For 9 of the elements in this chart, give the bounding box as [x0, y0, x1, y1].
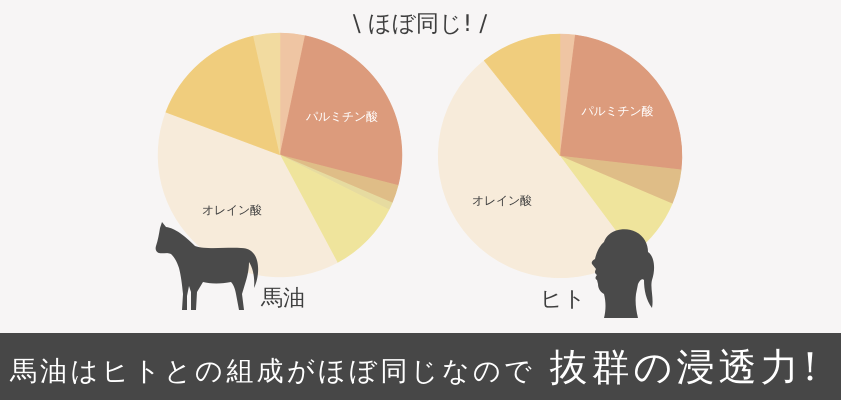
- text: 馬油はヒトとの組成がほぼ同じなので: [9, 356, 536, 387]
- text: 抜群の浸透力!: [549, 345, 822, 389]
- slice-label: パルミチン酸: [305, 109, 378, 124]
- slice-label: オレイン酸: [202, 203, 262, 218]
- text: ヒト: [540, 287, 586, 312]
- text: 馬油: [260, 286, 305, 311]
- slice-label: パルミチン酸: [580, 104, 654, 118]
- text: \ ほぼ同じ! /: [352, 11, 488, 37]
- slice-label: オレイン酸: [472, 194, 532, 208]
